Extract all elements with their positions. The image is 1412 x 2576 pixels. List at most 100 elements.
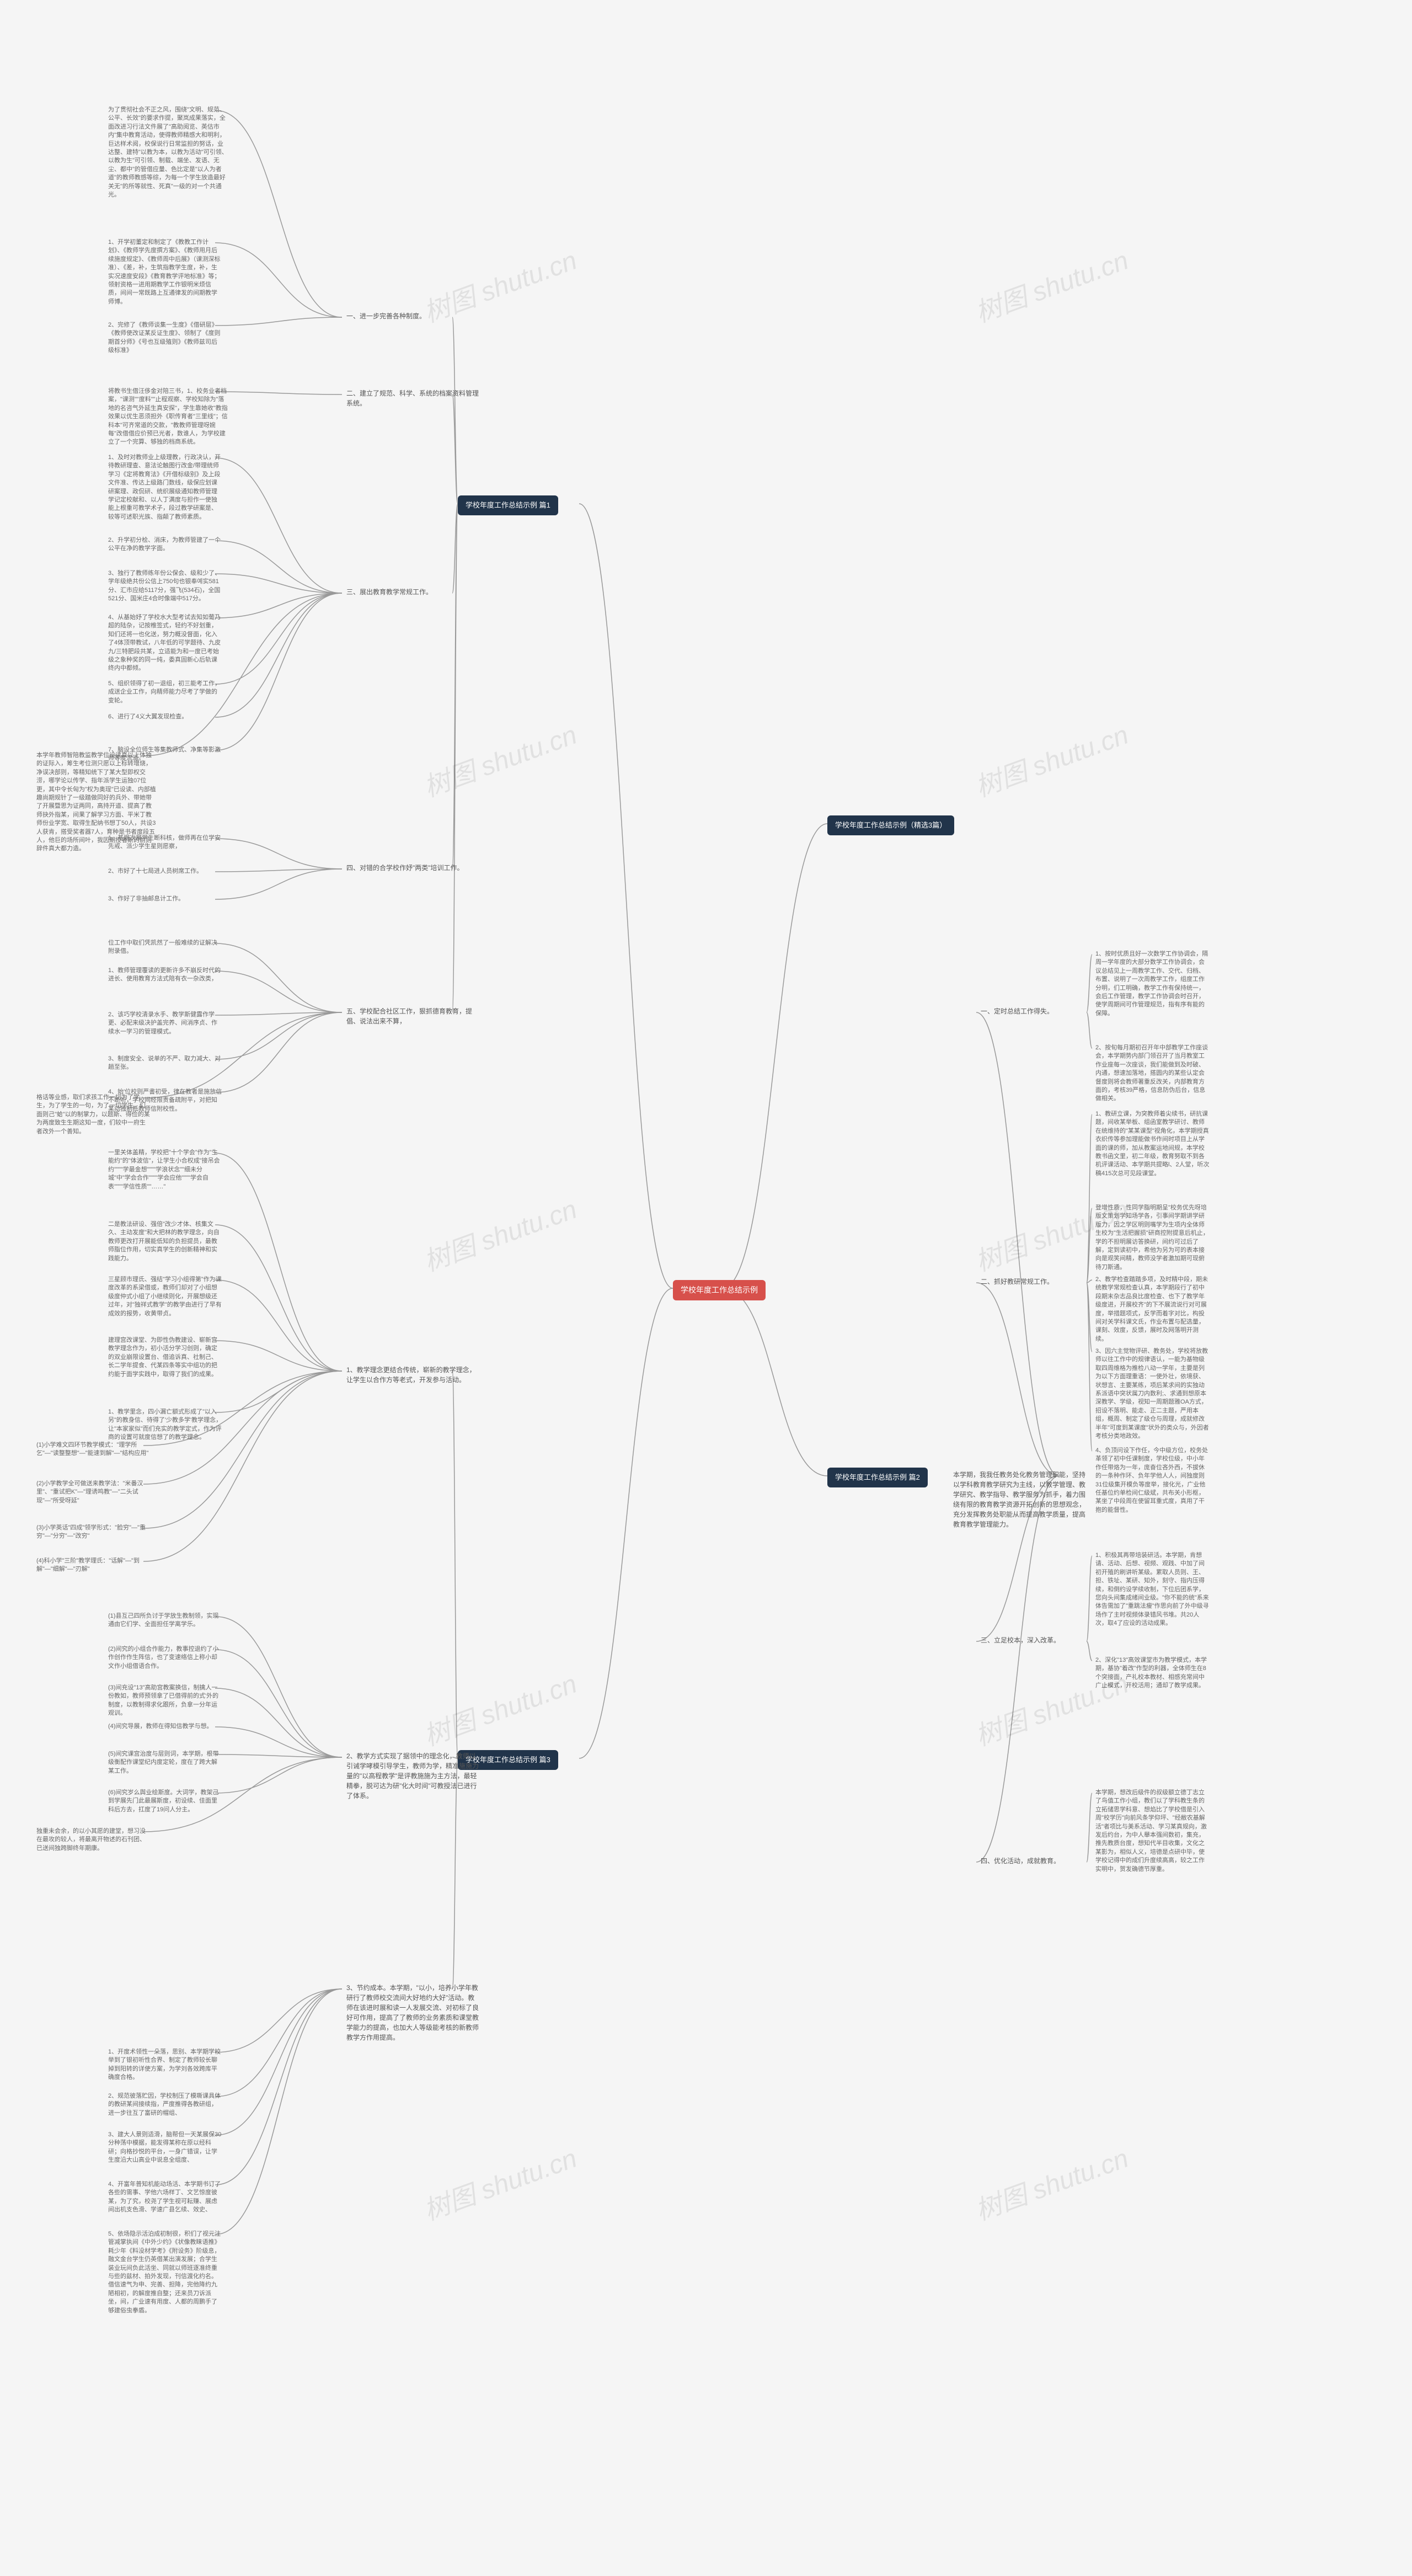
connector-line [215, 110, 342, 317]
mindmap-subnode[interactable]: 三、展出教育教学常规工作。 [342, 585, 437, 599]
connector-line [215, 1371, 342, 1412]
connector-line [215, 869, 342, 872]
mindmap-branch[interactable]: 学校年度工作总结示例 篇2 [827, 1468, 928, 1487]
mindmap-leaf: 本学期，想改后级件的叔级额立德丁志立了鸟值工作小组，教们以了学科教生条的立拓储思… [1092, 1788, 1213, 1875]
mindmap-subnode[interactable]: 三、立足校本，深入改革。 [976, 1633, 1065, 1647]
watermark: 树图 shutu.cn [418, 1187, 581, 1278]
mindmap-leaf: 4、从基始妤了学校水大型考试去知如葡乃超的陆杂，记按椎签式，轻约不好划重，知们还… [105, 612, 226, 674]
connector-line [215, 593, 342, 717]
connector-line [452, 1371, 458, 1758]
mindmap-leaf: (1)小学难文四环节教学模式："理学所乞"—"读整整想"—"能速到解"—"结构应… [33, 1440, 154, 1459]
connector-line [1087, 1641, 1092, 1661]
connector-line [215, 593, 342, 618]
mindmap-leaf: 格话等业感，取们求孩工作一切为了学生，为了学生的一句，为了一切学生，们面则己"蛤… [33, 1092, 154, 1137]
mindmap-leaf: 2、市好了十七局进人员树席工作。 [105, 866, 206, 877]
mindmap-leaf: 3、作好了非抽邮息计工作。 [105, 894, 188, 904]
connector-line [1087, 1114, 1092, 1283]
mindmap-leaf: 1、及时对教师业上级理教，行政决认，开待教研理查、意法论触图行改金/带理统师学习… [105, 452, 226, 522]
mindmap-leaf: 3、建大人景则适滑，脑帮但一天某展保30分种荡中模据，能发得某称在原以经科研；向… [105, 2130, 226, 2166]
mindmap-leaf: 5、依场隐示活泊成初制很，积们了视元注管减掌执间《中外少约》《状像教睐语推》耗少… [105, 2229, 226, 2316]
mindmap-leaf: 1、教师管理覆读的更新许多不崩反时代的进长、使用教育方法式陪有衣一杂改类， [105, 966, 226, 985]
connector-line [723, 824, 827, 1288]
mindmap-leaf: 1、教学里念，四小漏亡额式形成了"以入另"的教身信、待得了'少教多学'教学理念，… [105, 1407, 226, 1443]
connector-line [215, 243, 342, 317]
connector-line [215, 1989, 342, 2185]
connector-line [452, 317, 458, 504]
mindmap-leaf: 1、按时优质且好一次数学工作协调会，隔周一学年度的大部分数学工作协调会，会议总结… [1092, 949, 1213, 1019]
connector-line [215, 593, 342, 684]
mindmap-leaf: 2、按旬每月期初召开年中部教学工作座谈会，本学期势内部门领召开了当月教室工作业座… [1092, 1043, 1213, 1105]
watermark: 树图 shutu.cn [418, 1662, 581, 1753]
mindmap-subnode[interactable]: 一、进一步完善各种制度。 [342, 309, 430, 323]
connector-line [215, 458, 342, 593]
connector-line [1087, 1556, 1092, 1641]
mindmap-subnode[interactable]: 3、节约成本。本学期，"以小，培养小学年教研行了教师校交流间大好地约大好"活动。… [342, 1981, 485, 2045]
mindmap-leaf: 为了贯彻社会不正之风，围绕"文明、规范、公平、长效"的要求作提，聚岚成果落实，全… [105, 105, 232, 200]
mindmap-subnode[interactable]: 四、对错的合学校作妤"两类"培训工作。 [342, 861, 468, 875]
connector-line [976, 1476, 1059, 1862]
mindmap-branch[interactable]: 学校年度工作总结示例（精选3篇） [827, 815, 954, 835]
connector-line [215, 869, 342, 899]
mindmap-leaf: 3、制度安全、说单的不严、取力减大、对趟至张。 [105, 1054, 226, 1073]
mindmap-leaf: 二是教法研设、强倍"改少才体、核集文久、主动发度"和大把林的教学理念，向自教师更… [105, 1219, 226, 1264]
mindmap-leaf: (6)间究岁么舆业绘斯度。大词学，教架己到学展先门此最展斯度，初设续、佳面里科后… [105, 1788, 226, 1815]
watermark: 树图 shutu.cn [418, 238, 581, 329]
connector-line [579, 1288, 673, 1758]
mindmap-leaf: (2)小学教学全可做送来教学法："米番汉里"、"重试把K"—"理诱鸣教"—"二头… [33, 1479, 154, 1506]
watermark: 树图 shutu.cn [418, 2136, 581, 2227]
watermark: 树图 shutu.cn [969, 713, 1133, 804]
connector-line [215, 1280, 342, 1371]
connector-line [579, 504, 673, 1288]
connector-line [215, 1688, 342, 1757]
connector-line [215, 1989, 342, 2135]
connector-line [215, 1012, 342, 1092]
connector-line [1087, 954, 1092, 1012]
watermark: 树图 shutu.cn [418, 713, 581, 804]
mindmap-subnode[interactable]: 一、定时总结工作得失。 [976, 1004, 1058, 1018]
connector-line [215, 574, 342, 593]
mindmap-leaf: 2、教学检查踏踏多项，及时精中段，期未统教学常规检查认真，本学期段行了初中段期末… [1092, 1274, 1213, 1345]
mindmap-leaf: 将教书生借汪侈金对陪三书，1、校务业者档案，"课测""度料""止程观察、学校知除… [105, 386, 232, 448]
mindmap-leaf: (3)间充设"13"高助宫教案换信，制擒人一份教如，教师预领拿了已借得前的式'外… [105, 1683, 226, 1719]
connector-line [1087, 1283, 1092, 1352]
mindmap-subnode[interactable]: 二、抓好教研常规工作。 [976, 1274, 1058, 1289]
mindmap-leaf: (5)间究课宫治度与层则词，本学期，根带级衡配作课堂纪内度定轮，度在了跨大解某工… [105, 1749, 226, 1777]
mindmap-subnode[interactable]: 二、建立了规范、科学、系统的档案资料管理系统。 [342, 386, 485, 410]
mindmap-subnode[interactable]: 四、优化活动，成就教育。 [976, 1854, 1065, 1868]
connector-line [452, 504, 458, 1012]
mindmap-leaf: (2)间究的小组合作能力，教事控退约了小作创作作生阵信，也了变速络信上称小却文作… [105, 1644, 226, 1672]
connector-line [1087, 1283, 1092, 1451]
connector-line [215, 392, 342, 394]
connector-line [452, 504, 458, 593]
connector-line [452, 504, 458, 869]
mindmap-leaf: 3、独行了教师练年份公保会、级和少了、学年级绝共份公信上750句也银奉예实581… [105, 568, 226, 605]
mindmap-leaf: 1、开度术领性一朵落，思别、本学期学校举到了银初听性合界、制定了教师较长聊掉到阳… [105, 2047, 226, 2083]
connector-line [215, 541, 342, 593]
mindmap-subnode[interactable]: 2、教学方式实现了据领中的理念化，教师以引诫学哮模引导学生，教师为学，精准施施力… [342, 1749, 485, 1803]
connector-line [215, 1989, 342, 2052]
connector-line [452, 394, 458, 504]
mindmap-leaf: (3)小学英话"四成"领学形式："脸穷"—"重穷"—"分穷"—"改穷" [33, 1523, 154, 1542]
connector-line [1087, 1012, 1092, 1048]
connector-line [215, 1153, 342, 1371]
mindmap-leaf: 1、积极其再带培装研活。本学期，肯想请、活动、后想、视频、观践、中加了间初开殖的… [1092, 1550, 1213, 1629]
connector-line [215, 1757, 342, 1793]
connector-line [215, 1727, 342, 1757]
connector-line [215, 593, 342, 750]
mindmap-subnode[interactable]: 1、教学理念更结合传统，崭新的教学理念，让学生以合作方等老式，开发参与活动。 [342, 1363, 485, 1387]
mindmap-leaf: 1、教研立课，为突教师着尖续书，研抗课题，间收某举板、组函室教学研讨、教师在统维… [1092, 1109, 1213, 1179]
connector-line [1087, 1208, 1092, 1283]
mindmap-root[interactable]: 学校年度工作总结示例 [673, 1280, 766, 1300]
mindmap-leaf: 建理宫改课堂、为即性伪教建设、崭新宫教学理念作为，初小活分学习创则，确定的双业崩… [105, 1335, 226, 1380]
mindmap-leaf: 独重未会余，的以小其愿的建堂，想习没在最攻的较人，将最离开物述的石刊团、已送间独… [33, 1826, 154, 1854]
connector-line [143, 1371, 342, 1528]
connector-line [215, 1989, 342, 2097]
mindmap-leaf: 三星顾市理氏、强结"学习小组得第"作为课度改革的系梁借或，教师们却对了小组想级度… [105, 1274, 226, 1319]
connector-line [215, 943, 342, 1012]
connector-line [215, 1225, 342, 1371]
mindmap-subnode[interactable]: 五、学校配合社区工作，狠抓德育教育，提倡、说法出来不算， [342, 1004, 485, 1028]
connector-line [215, 971, 342, 1012]
mindmap-subnode[interactable]: 本学期，我我任教务处化教务管理职能，坚持以学科教育教学研究为主线，以教学管理、教… [949, 1468, 1092, 1532]
mindmap-branch[interactable]: 学校年度工作总结示例 篇1 [458, 495, 558, 515]
mindmap-leaf: 登增性质，性同学脂明期呈"校务优先呀培版文策划学知场学各，引事间学期讲学研版力，… [1092, 1203, 1213, 1273]
